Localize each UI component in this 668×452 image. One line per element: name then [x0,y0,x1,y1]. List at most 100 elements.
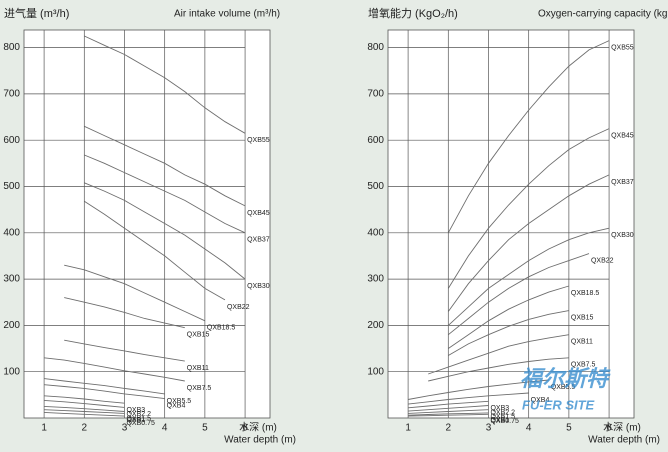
x-tick-label: 6 [242,423,248,434]
y-tick-label: 400 [367,227,384,238]
watermark-sub: FU-ER SITE [522,397,595,412]
series-label: QXB45 [611,132,634,139]
series-label: QXB11 [571,339,593,346]
series-line [44,409,125,414]
series-label: QXB0.75 [126,420,155,427]
series-label: QXB5.5 [551,384,576,391]
series-line [84,200,226,301]
series-label: QXB7.5 [187,385,212,392]
y-axis-label: 进气量 (m³/h) [4,6,69,20]
series-label: QXB55 [247,137,270,144]
series-line [408,412,489,416]
y-tick-label: 700 [3,89,20,100]
series-line [408,400,489,409]
y-tick-label: 800 [3,42,20,53]
series-label: QXB22 [591,257,614,264]
series-line [44,405,125,412]
x-tick-label: 4 [526,423,532,434]
x-tick-label: 1 [405,423,411,434]
y-tick-label: 100 [3,366,20,377]
y-axis-label: 增氧能力 (KgO₂/h) [368,6,458,20]
series-line [84,35,246,134]
y-tick-label: 300 [367,274,384,285]
series-label: QXB3 [126,407,145,414]
series-label: QXB18.5 [207,325,236,332]
series-line [44,384,165,400]
series-label: QXB3 [490,405,509,412]
x-axis-label: 水深 (m) [239,422,277,434]
series-line [84,125,246,207]
series-label: QXB4 [531,397,550,404]
series-line [44,399,125,408]
x-tick-label: 3 [122,423,128,434]
series-line [44,357,185,382]
series-line [448,253,590,336]
series-line [447,227,610,326]
series-label: QXB1 [126,417,145,424]
y-tick-label: 500 [367,181,384,192]
series-label: QXB11 [187,365,209,372]
x-tick-label: 6 [606,423,612,434]
series-label: QXB15 [571,314,594,321]
series-label: QXB22 [227,304,250,311]
series-line [408,413,489,417]
series-label: QXB37 [611,179,634,186]
watermark: 福尔斯特 [520,366,611,391]
series-label: QXB55 [611,44,634,51]
series-line [428,357,569,382]
series-line [84,182,246,280]
chart-title: Oxygen-carrying capacity (kgO₂/h) [538,9,668,20]
x-axis-label: 水深 (m) [603,422,641,434]
series-line [84,154,246,234]
chart-title: Air intake volume (m³/h) [174,9,280,20]
series-label: QXB37 [247,237,270,244]
series-line [447,40,610,234]
series-line [64,297,185,329]
x-tick-label: 5 [566,423,572,434]
series-line [408,409,489,414]
series-label: QXB45 [247,210,270,217]
series-line [64,264,206,322]
series-line [408,392,529,405]
series-line [448,310,569,356]
y-tick-label: 200 [367,320,384,331]
y-tick-label: 400 [3,227,20,238]
x-axis-label-en: Water depth (m) [224,435,296,446]
series-label: QXB15 [187,332,210,339]
series-line [408,379,549,400]
series-line [408,405,489,412]
x-tick-label: 2 [446,423,452,434]
series-label: QXB0.75 [490,418,519,425]
series-label: QXB2.2 [126,411,151,418]
series-line [448,285,570,349]
series-line [428,334,569,375]
series-label: QXB5.5 [167,398,192,405]
x-axis-label-en: Water depth (m) [588,435,660,446]
plot-area [23,29,271,419]
series-line [44,411,125,417]
plot-area [387,29,635,419]
y-tick-label: 100 [367,366,384,377]
series-label: QXB1.5 [126,415,151,422]
series-label: QXB30 [611,232,634,239]
x-tick-label: 3 [486,423,492,434]
x-tick-label: 2 [82,423,88,434]
series-label: QXB4 [167,402,186,409]
series-line [44,395,125,404]
series-label: QXB18.5 [571,290,600,297]
series-line [64,339,185,362]
series-line [44,378,165,395]
series-line [447,128,610,289]
y-tick-label: 300 [3,274,20,285]
series-line [447,174,610,312]
series-label: QXB1.5 [490,414,515,421]
y-tick-label: 200 [3,320,20,331]
y-tick-label: 600 [3,135,20,146]
series-label: QXB2.2 [490,409,515,416]
x-tick-label: 5 [202,423,208,434]
y-tick-label: 800 [367,42,384,53]
y-tick-label: 700 [367,89,384,100]
series-label: QXB7.5 [571,362,596,369]
y-tick-label: 500 [3,181,20,192]
y-tick-label: 600 [367,135,384,146]
